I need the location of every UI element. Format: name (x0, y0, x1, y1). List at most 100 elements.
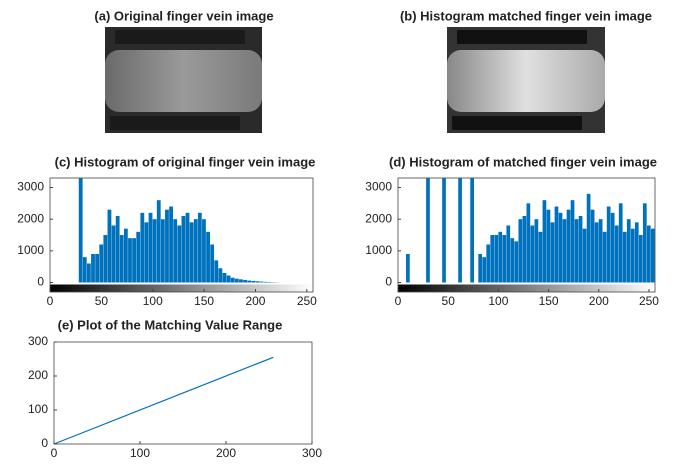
bar (173, 219, 178, 283)
bar (251, 280, 256, 283)
bar (218, 268, 223, 283)
bar (642, 203, 647, 283)
x-tick-label: 250 (297, 294, 317, 308)
bar (478, 254, 483, 283)
image-title: (b) Histogram matched finger vein image (400, 8, 652, 23)
bar (132, 238, 136, 283)
bar (574, 219, 579, 283)
x-tick-label: 0 (51, 446, 58, 460)
chart-title: (e) Plot of the Matching Value Range (58, 317, 283, 332)
bar (95, 254, 100, 283)
bar (226, 275, 231, 283)
axes-box (49, 177, 314, 293)
bar (510, 238, 515, 283)
y-tick-label: 200 (28, 368, 48, 382)
bar (590, 209, 595, 283)
y-tick-label: 0 (41, 436, 48, 450)
y-tick-label: 3000 (365, 180, 392, 194)
x-tick-label: 200 (589, 294, 609, 308)
x-tick-label: 100 (130, 446, 150, 460)
bar (530, 225, 535, 283)
bar (594, 222, 599, 283)
bar (558, 212, 563, 283)
bar (115, 216, 120, 283)
bar (486, 244, 491, 283)
x-tick-label: 200 (245, 294, 265, 308)
bar (614, 225, 619, 283)
bar (518, 219, 523, 283)
bar (91, 254, 95, 283)
bar (550, 222, 555, 283)
y-tick-label: 1000 (17, 243, 44, 257)
bar (406, 254, 410, 283)
bar (156, 200, 161, 283)
x-tick-label: 150 (539, 294, 559, 308)
bar (494, 235, 499, 283)
bar (99, 244, 104, 283)
bar (136, 231, 141, 283)
x-tick-label: 150 (194, 294, 214, 308)
bar (239, 279, 243, 283)
bar (646, 225, 651, 283)
bar (243, 279, 247, 283)
bar (78, 178, 83, 283)
bar (490, 235, 495, 283)
image (447, 27, 605, 133)
x-tick-label: 0 (47, 294, 54, 308)
x-tick-label: 100 (143, 294, 163, 308)
bar (598, 219, 603, 283)
bar (202, 219, 206, 283)
bar (181, 216, 186, 283)
bar (458, 178, 462, 283)
bar (534, 219, 539, 283)
bar (214, 260, 219, 283)
bar (128, 238, 132, 283)
bar (165, 209, 169, 283)
bar (193, 219, 198, 283)
bar (542, 200, 547, 283)
bar (119, 235, 124, 283)
bar (622, 231, 627, 283)
bar (169, 206, 173, 283)
y-tick-label: 2000 (17, 211, 44, 225)
bar (618, 203, 623, 283)
bar (586, 193, 591, 283)
bar (498, 231, 503, 283)
image-title: (a) Original finger vein image (94, 8, 273, 23)
chart-title: (c) Histogram of original finger vein im… (55, 154, 316, 169)
bar (506, 225, 511, 283)
bar (103, 235, 108, 283)
axes-box (53, 341, 313, 445)
bar (442, 178, 446, 283)
bar (538, 231, 543, 283)
bar (263, 281, 268, 283)
bar (522, 216, 527, 283)
bar (123, 228, 128, 283)
bar (144, 222, 149, 283)
bar (160, 219, 165, 283)
bar (255, 281, 260, 283)
bar (578, 216, 583, 283)
bar (197, 212, 202, 283)
bar (554, 206, 559, 283)
bar (234, 278, 239, 283)
bar (546, 209, 551, 283)
y-tick-label: 3000 (17, 180, 44, 194)
bar (247, 280, 252, 283)
bar (206, 231, 210, 283)
x-tick-label: 200 (216, 446, 236, 460)
bar (185, 212, 190, 283)
bar (570, 200, 575, 283)
bar (152, 219, 157, 283)
line (53, 356, 274, 445)
bar (630, 228, 635, 283)
bar (230, 277, 235, 283)
bar (638, 235, 643, 283)
axes-box (397, 177, 656, 293)
bar (107, 209, 112, 283)
y-tick-label: 300 (28, 334, 48, 348)
bar (470, 178, 474, 283)
x-tick-label: 50 (95, 294, 109, 308)
image (105, 27, 262, 133)
